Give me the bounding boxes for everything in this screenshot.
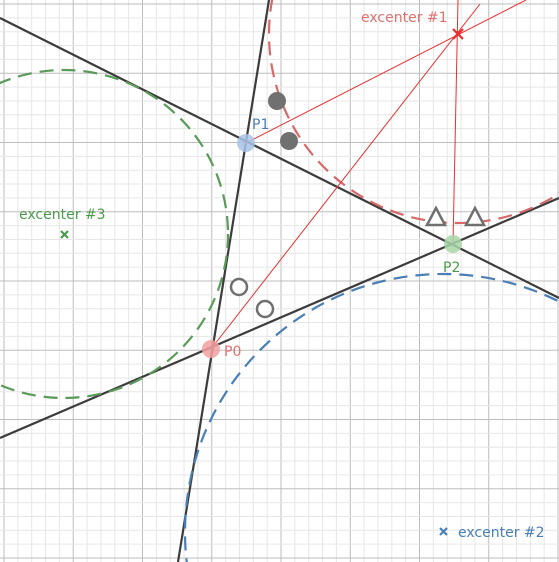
label-excenter2: excenter #2 bbox=[458, 525, 545, 541]
ray-p2-excenter1 bbox=[452, 0, 459, 245]
line-p0-p2 bbox=[0, 196, 559, 440]
excircle-2 bbox=[183, 272, 559, 562]
triangle-marker-1 bbox=[424, 205, 448, 227]
line-p1-p2 bbox=[0, 17, 559, 299]
vertex-p2[interactable] bbox=[444, 235, 462, 253]
excircle-1 bbox=[267, 0, 559, 225]
vertex-p1[interactable] bbox=[237, 134, 255, 152]
excenter2-x-icon bbox=[439, 527, 448, 536]
label-p1: P1 bbox=[252, 117, 269, 133]
hollow-marker-1 bbox=[229, 277, 249, 297]
angle-markers bbox=[229, 92, 487, 319]
vertices bbox=[202, 134, 462, 358]
hollow-marker-2 bbox=[255, 299, 275, 319]
line-p0-p1 bbox=[176, 0, 271, 562]
excenter1-x-icon bbox=[452, 28, 464, 40]
label-p0: P0 bbox=[224, 344, 241, 360]
labels: P0 P1 P2 excenter #1 excenter #2 excente… bbox=[19, 10, 545, 541]
label-excenter1: excenter #1 bbox=[361, 10, 448, 26]
label-p2: P2 bbox=[443, 260, 460, 276]
ray-p0-excenter1 bbox=[210, 3, 481, 350]
label-excenter3: excenter #3 bbox=[19, 207, 106, 223]
filled-marker-2 bbox=[280, 132, 298, 150]
excenter3-x-icon bbox=[60, 230, 69, 239]
triangle-marker-2 bbox=[463, 205, 487, 227]
filled-marker-1 bbox=[268, 92, 286, 110]
excenter-markers bbox=[60, 28, 464, 536]
vertex-p0[interactable] bbox=[202, 340, 220, 358]
ray-p1-excenter1 bbox=[245, 0, 527, 144]
excircle-3 bbox=[0, 68, 230, 400]
construction-rays bbox=[210, 0, 527, 350]
